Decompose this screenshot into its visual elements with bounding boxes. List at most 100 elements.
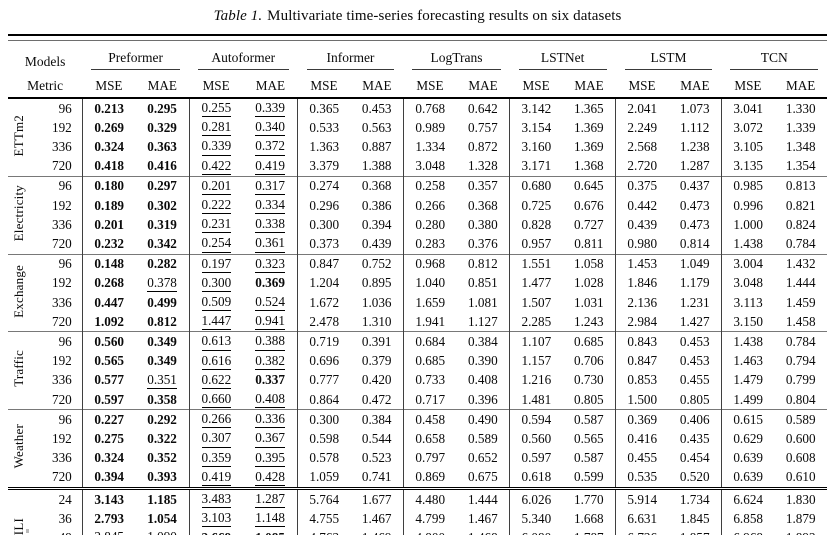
value-text: 0.406 — [679, 411, 710, 427]
value-text: 1.857 — [680, 530, 710, 535]
value-cell: 0.227 — [81, 409, 136, 430]
horizon-cell: 720 — [51, 158, 72, 174]
value-cell: 0.439 — [615, 215, 669, 235]
value-cell: 0.197 — [188, 253, 244, 274]
table-caption-label: Table 1. — [213, 8, 263, 24]
value-cell: 1.845 — [668, 509, 721, 528]
value-cell: 0.680 — [509, 175, 563, 197]
value-cell: 3.041 — [720, 98, 775, 119]
value-text: 1.447 — [201, 313, 232, 331]
value-cell: 0.222 — [188, 196, 244, 216]
value-cell: 0.361 — [243, 234, 297, 254]
value-text: 0.255 — [201, 100, 232, 118]
value-text: 2.285 — [521, 313, 552, 329]
value-cell: 3.048 — [402, 156, 457, 177]
value-text: 0.384 — [361, 411, 392, 427]
value-cell: 0.324 — [81, 448, 136, 468]
value-cell: 0.363 — [136, 137, 189, 156]
value-text: 0.376 — [467, 235, 498, 251]
value-text: 3.154 — [521, 119, 552, 135]
value-cell: 0.563 — [350, 118, 403, 137]
value-text: 0.805 — [679, 391, 710, 407]
value-cell: 0.419 — [188, 467, 244, 489]
value-text: 0.361 — [255, 235, 285, 253]
dataset-label: Traffic — [11, 350, 27, 388]
model-header-informer: Informer — [298, 41, 404, 71]
metric-header-autoformer-mae: MAE — [255, 78, 286, 93]
table-top-rule — [8, 34, 827, 41]
value-text: 0.642 — [467, 100, 498, 116]
value-cell: 0.437 — [668, 175, 722, 197]
value-cell: 3.113 — [720, 293, 775, 313]
value-cell: 0.675 — [457, 468, 510, 489]
horizon-cell: 192 — [51, 353, 72, 369]
table-row: Weather 96 0.227 0.292 0.266 0.336 0.300 0.384 0… — [8, 409, 827, 489]
value-cell: 0.472 — [350, 390, 403, 410]
value-text: 1.388 — [361, 158, 392, 174]
value-cell: 0.201 — [81, 215, 136, 235]
value-cell: 0.658 — [402, 429, 457, 449]
value-cell: 1.040 — [402, 273, 457, 294]
value-cell: 0.812 — [136, 312, 189, 332]
value-text: 3.048 — [415, 158, 446, 174]
value-text: 0.416 — [147, 158, 177, 174]
value-cell: 2.041 — [615, 98, 669, 119]
value-text: 1.444 — [785, 275, 816, 291]
value-text: 1.672 — [309, 294, 340, 310]
value-text: 0.658 — [415, 430, 446, 446]
value-cell: 0.847 — [615, 351, 669, 371]
value-cell: 0.322 — [136, 429, 189, 448]
value-text: 1.339 — [785, 119, 816, 135]
value-cell: 5.340 — [509, 509, 563, 529]
value-cell: 3.103 — [188, 509, 244, 529]
value-cell: 0.365 — [297, 98, 351, 119]
value-text: 0.365 — [309, 100, 340, 116]
value-text: 0.455 — [679, 372, 710, 388]
value-cell: 1.830 — [774, 487, 827, 510]
value-cell: 1.438 — [720, 331, 775, 352]
value-cell: 3.105 — [720, 137, 775, 157]
value-cell: 0.685 — [562, 331, 616, 352]
value-cell: 0.336 — [243, 409, 298, 430]
value-text: 0.618 — [521, 469, 552, 485]
models-header-label: Models — [24, 54, 66, 69]
value-cell: 0.565 — [563, 429, 616, 448]
metric-header-lstm-mse: MSE — [628, 78, 656, 93]
value-text: 2.249 — [627, 119, 658, 135]
table-row: 336 0.577 0.351 0.622 0.337 0.777 0.420 0.733 0.… — [8, 370, 827, 391]
value-cell: 1.363 — [297, 137, 351, 157]
value-cell: 0.535 — [615, 467, 669, 489]
value-text: 0.676 — [573, 197, 604, 213]
value-cell: 0.610 — [774, 468, 827, 489]
metric-header-lstnet-mse: MSE — [522, 78, 550, 93]
value-cell: 0.587 — [563, 449, 616, 468]
value-cell: 0.524 — [243, 293, 297, 312]
value-cell: 0.340 — [243, 118, 297, 137]
value-cell: 0.378 — [136, 274, 189, 293]
value-cell: 1.499 — [720, 390, 775, 410]
horizon-cell: 336 — [51, 216, 72, 232]
value-cell: 1.157 — [509, 351, 563, 371]
value-cell: 0.280 — [402, 215, 457, 235]
value-text: 0.391 — [361, 333, 392, 349]
value-text: 1.073 — [679, 100, 710, 116]
value-cell: 0.295 — [136, 98, 189, 118]
value-text: 0.777 — [309, 372, 340, 388]
value-text: 1.438 — [733, 235, 763, 251]
value-text: 0.629 — [733, 430, 763, 446]
value-text: 0.395 — [255, 450, 285, 467]
value-cell: 0.455 — [668, 371, 721, 390]
table-row: 192 0.189 0.302 0.222 0.334 0.296 0.386 0.266 0.… — [8, 196, 827, 216]
value-text: 1.287 — [255, 491, 285, 509]
value-text: 0.989 — [415, 119, 446, 135]
value-cell: 0.622 — [188, 370, 244, 391]
value-text: 0.340 — [255, 119, 285, 137]
value-cell: 3.150 — [720, 312, 775, 332]
value-cell: 0.455 — [615, 448, 669, 468]
value-text: 0.797 — [415, 450, 446, 466]
horizon-cell: 96 — [30, 253, 83, 274]
value-cell: 0.334 — [243, 196, 297, 215]
value-text: 3.135 — [733, 158, 763, 174]
model-name-label: LSTM — [624, 50, 713, 70]
value-text: 0.222 — [201, 197, 232, 215]
